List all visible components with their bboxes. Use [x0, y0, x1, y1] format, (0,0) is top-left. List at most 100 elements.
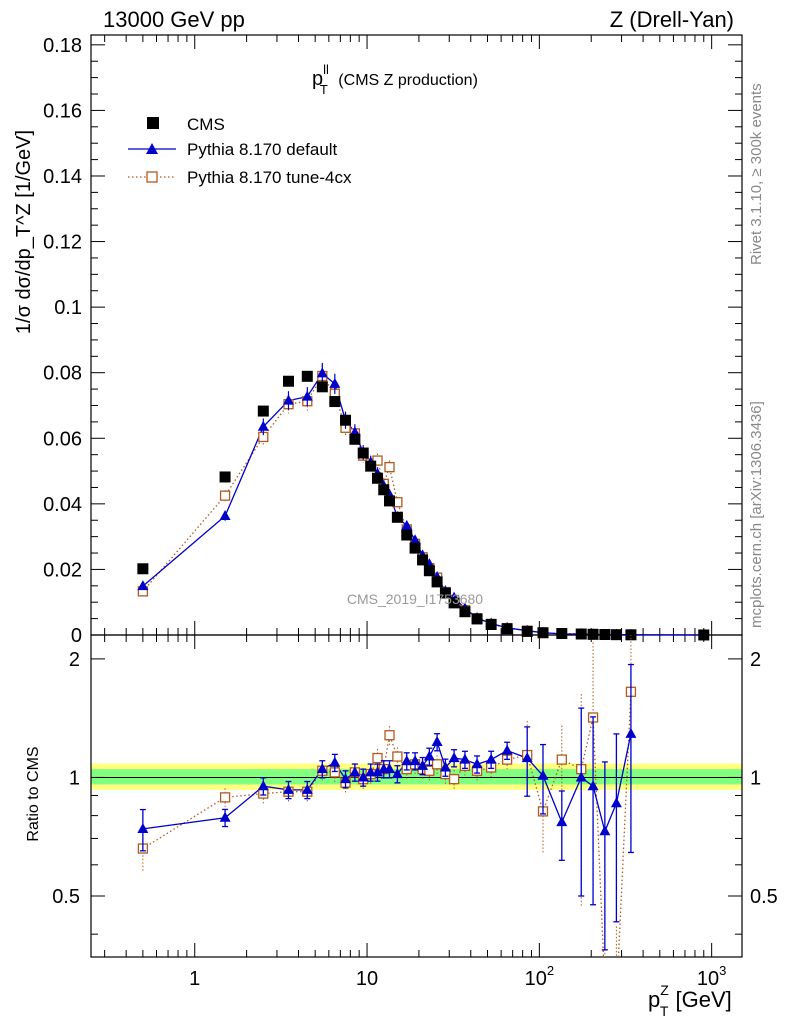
- ratio-point-tune4cx: [600, 985, 609, 994]
- point-default: [257, 420, 269, 431]
- ratio-point-tune4cx: [612, 997, 621, 1006]
- ratio-point-default: [257, 780, 269, 791]
- point-cms: [556, 628, 568, 640]
- ratio-point-default: [349, 766, 361, 777]
- legend-marker-cms: [147, 117, 159, 129]
- x-tick-label: 10: [356, 968, 378, 990]
- point-cms: [137, 563, 149, 575]
- ratio-point-default: [423, 750, 435, 761]
- ratio-point-default: [439, 761, 451, 772]
- ratio-point-default: [282, 783, 294, 794]
- point-cms: [459, 606, 471, 618]
- point-cms: [357, 447, 369, 459]
- point-default: [137, 580, 149, 591]
- point-cms: [431, 576, 443, 588]
- ratio-point-default: [599, 825, 611, 836]
- point-default: [316, 367, 328, 378]
- ratio-point-default: [357, 771, 369, 782]
- point-cms: [599, 629, 611, 641]
- ratio-point-tune4cx: [431, 759, 443, 770]
- svg-text:pZT [GeV]: pZ T [GeV]: [648, 982, 732, 1019]
- point-default: [329, 377, 341, 388]
- point-cms: [423, 565, 435, 577]
- title-sub: T: [320, 82, 328, 97]
- x-axis-label: pZ T [GeV]: [648, 982, 732, 1019]
- ratio-point-tune4cx: [384, 730, 395, 741]
- x-tick-label: 1: [189, 968, 200, 990]
- point-cms: [372, 472, 384, 484]
- legend-marker-tune4cx: [146, 171, 158, 183]
- x-tick-label: 103: [697, 963, 726, 990]
- legend-label-default: Pythia 8.170 default: [187, 140, 338, 159]
- ratio-point-default: [316, 763, 328, 774]
- point-cms: [610, 629, 622, 641]
- point-cms: [485, 619, 497, 631]
- ratio-point-tune4cx: [448, 774, 460, 785]
- ratio-point-tune4cx: [219, 792, 231, 803]
- point-cms: [329, 396, 341, 408]
- ratio-frame: [90, 634, 743, 958]
- ratio-point-default: [301, 783, 313, 794]
- ratio-point-default: [575, 771, 587, 782]
- y-axis-label-main: 1/σ dσ/dp_T^Z [1/GeV]: [13, 130, 35, 334]
- point-tune4cx: [372, 455, 383, 466]
- x-tick-label-exp: 3: [719, 963, 726, 978]
- point-cms: [316, 381, 328, 393]
- point-cms: [340, 414, 352, 426]
- ratio-y-tick-label-right: 2: [750, 649, 761, 671]
- title-sup: ll: [323, 62, 329, 77]
- y-tick-label: 0: [71, 625, 82, 647]
- y-tick-label: 0.02: [43, 559, 82, 581]
- point-cms: [401, 529, 413, 541]
- y-tick-label: 0.12: [43, 232, 82, 254]
- y-tick-label: 0.14: [43, 166, 82, 188]
- ratio-series-group: [137, 635, 637, 1006]
- point-cms: [391, 511, 403, 523]
- x-label-sub: T: [660, 1003, 669, 1019]
- ratio-y-tick-label: 1: [69, 767, 80, 789]
- ratio-line-tune4cx: [142, 691, 632, 957]
- ratio-point-default: [448, 752, 460, 763]
- legend-marker-default: [146, 143, 158, 154]
- ratio-y-tick-label: 2: [69, 649, 80, 671]
- ratio-y-tick-label-right: 0.5: [750, 886, 778, 908]
- plot-title: pll T (CMS Z production): [312, 62, 478, 97]
- point-cms: [575, 628, 587, 640]
- point-cms: [365, 460, 377, 472]
- point-default: [219, 509, 231, 520]
- ratio-point-default: [556, 816, 568, 827]
- ratio-point-default: [485, 753, 497, 764]
- point-cms: [417, 554, 429, 566]
- legend-label-tune4cx: Pythia 8.170 tune-4cx: [187, 168, 352, 187]
- ratio-point-default: [372, 766, 384, 777]
- point-cms: [521, 625, 533, 637]
- point-cms: [471, 613, 483, 625]
- title-main: p: [312, 68, 323, 90]
- ratio-point-default: [391, 768, 403, 779]
- ratio-plot-series: [137, 635, 637, 1006]
- main-plot-series: [137, 362, 710, 641]
- ratio-point-tune4cx: [556, 754, 567, 765]
- ratio-point-tune4cx: [392, 751, 403, 762]
- y-tick-label: 0.18: [43, 35, 82, 57]
- title-rest: (CMS Z production): [334, 72, 478, 89]
- ratio-point-default: [137, 822, 149, 833]
- band-inner: [91, 769, 742, 785]
- point-cms: [409, 542, 421, 554]
- watermark: CMS_2019_I1753680: [347, 591, 483, 607]
- point-cms: [439, 587, 451, 599]
- header-left: 13000 GeV pp: [103, 7, 245, 32]
- ratio-point-default: [431, 736, 443, 747]
- point-cms: [378, 484, 390, 496]
- point-cms: [501, 623, 513, 635]
- ratio-point-default: [471, 758, 483, 769]
- point-tune4cx: [384, 461, 395, 473]
- header-right: Z (Drell-Yan): [610, 7, 734, 32]
- point-cms: [349, 433, 361, 445]
- x-tick-label: 102: [525, 963, 554, 990]
- y-axis-label-ratio: Ratio to CMS: [25, 746, 42, 841]
- ratio-point-default: [401, 755, 413, 766]
- ratio-point-default: [384, 763, 396, 774]
- ratio-point-default: [521, 752, 533, 763]
